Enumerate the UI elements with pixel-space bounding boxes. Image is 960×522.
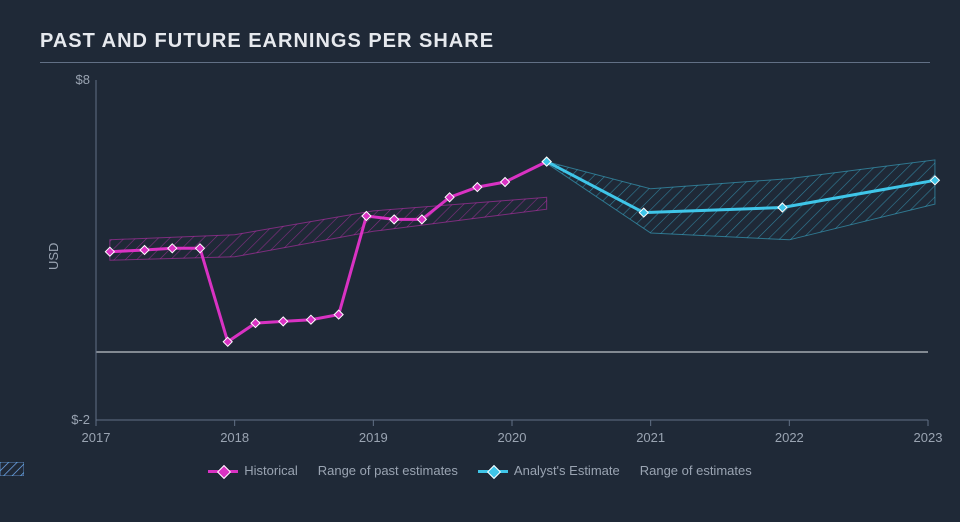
y-tick-label: $-2 [54,412,90,427]
x-tick-label: 2019 [353,430,393,445]
legend-item: Historical [208,463,297,478]
x-tick-label: 2018 [215,430,255,445]
legend-item: Range of past estimates [318,463,458,478]
historical-marker [306,315,315,324]
historical-marker [279,317,288,326]
legend-item: Range of estimates [640,463,752,478]
y-tick-label: $8 [54,72,90,87]
legend: Historical Range of past estimates Analyst… [0,462,960,478]
historical-marker [334,310,343,319]
x-tick-label: 2022 [769,430,809,445]
past-estimate-band [110,197,547,260]
x-tick-label: 2023 [908,430,948,445]
historical-marker [473,183,482,192]
legend-label: Range of estimates [640,463,752,478]
x-tick-label: 2017 [76,430,116,445]
legend-label: Range of past estimates [318,463,458,478]
x-tick-label: 2021 [631,430,671,445]
eps-chart: PAST AND FUTURE EARNINGS PER SHARE USD $… [0,0,960,522]
legend-label: Historical [244,463,297,478]
legend-label: Analyst's Estimate [514,463,620,478]
x-tick-label: 2020 [492,430,532,445]
legend-item: Analyst's Estimate [478,463,620,478]
future-estimate-band [547,160,935,240]
plot-area [0,0,960,522]
